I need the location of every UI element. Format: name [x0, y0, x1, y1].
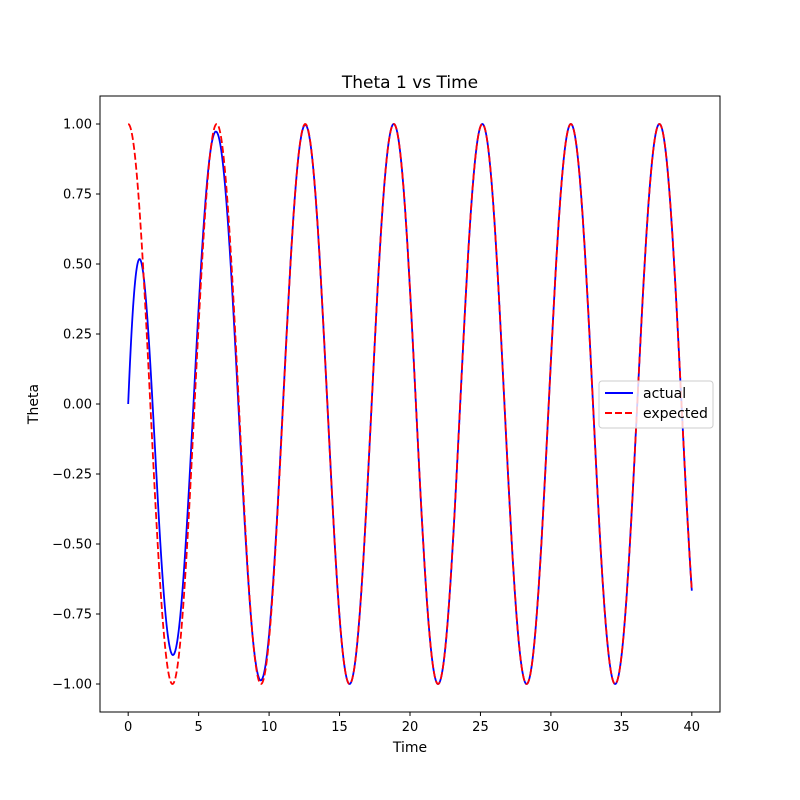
y-tick-label: −1.00	[52, 678, 92, 693]
x-tick-label: 30	[543, 720, 560, 735]
x-axis: 0 5 10 15 20 25 30 35 40	[124, 712, 700, 735]
x-tick-label: 40	[684, 720, 701, 735]
x-axis-label: Time	[392, 740, 427, 756]
x-tick-label: 15	[331, 720, 348, 735]
y-tick-label: −0.50	[52, 538, 92, 553]
x-tick-label: 20	[402, 720, 419, 735]
x-tick-label: 35	[613, 720, 630, 735]
legend: actual expected	[598, 380, 714, 429]
series-line-expected	[127, 123, 693, 685]
x-tick-label: 10	[261, 720, 278, 735]
y-tick-label: 0.25	[63, 328, 92, 343]
y-axis-label: Theta	[26, 384, 42, 425]
y-tick-label: 0.75	[63, 188, 92, 203]
y-tick-label: −0.25	[52, 468, 92, 483]
legend-expected-label: expected	[643, 406, 708, 422]
series-layer	[127, 123, 693, 685]
y-tick-label: 0.00	[63, 398, 92, 413]
y-tick-label: 0.50	[63, 258, 92, 273]
x-tick-label: 0	[124, 720, 132, 735]
x-tick-label: 5	[194, 720, 202, 735]
x-tick-label: 25	[472, 720, 489, 735]
y-tick-label: −0.75	[52, 608, 92, 623]
y-axis: −1.00 −0.75 −0.50 −0.25 0.00 0.25 0.50 0.75 1.00	[52, 118, 100, 693]
y-tick-label: 1.00	[63, 118, 92, 133]
legend-actual-label: actual	[643, 386, 686, 402]
chart-title: Theta 1 vs Time	[341, 73, 478, 93]
